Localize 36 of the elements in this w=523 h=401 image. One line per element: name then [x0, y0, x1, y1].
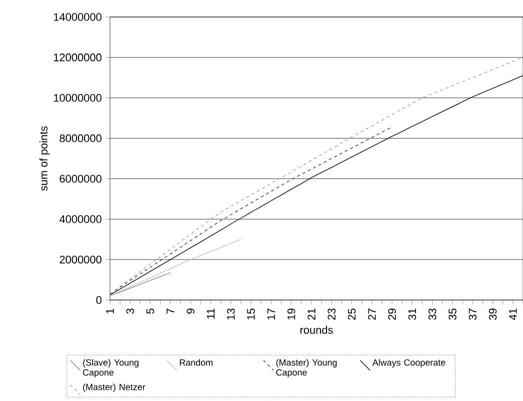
- x-tick-label: 33: [428, 308, 436, 320]
- x-tick-label: 15: [247, 308, 255, 320]
- legend-label: (Master) Netzer: [83, 384, 146, 392]
- x-tick-label: 31: [408, 308, 416, 320]
- y-tick-label: 10000000: [54, 94, 102, 102]
- x-tick-label: 13: [227, 308, 235, 320]
- x-tick-label: 5: [146, 308, 154, 314]
- x-tick-label: 39: [488, 308, 497, 320]
- y-tick-label: 14000000: [54, 13, 102, 21]
- x-tick-label: 9: [186, 308, 194, 314]
- x-tick-label: 23: [328, 308, 336, 320]
- x-tick-label: 25: [348, 308, 356, 320]
- x-tick-label: 41: [509, 308, 517, 320]
- x-tick-label: 17: [267, 308, 275, 320]
- x-tick-label: 35: [448, 308, 456, 320]
- y-tick-label: 2000000: [60, 256, 102, 264]
- x-tick-label: 27: [368, 308, 376, 320]
- legend-label: (Slave) Young Capone: [83, 359, 138, 378]
- x-tick-label: 19: [287, 308, 296, 320]
- y-axis-title: sum of points: [39, 126, 50, 191]
- x-tick-label: 37: [468, 308, 477, 320]
- y-tick-label: 6000000: [60, 174, 102, 183]
- x-tick-label: 3: [126, 308, 134, 314]
- y-tick-label: 12000000: [54, 54, 102, 62]
- x-tick-label: 11: [206, 308, 215, 319]
- x-tick-label: 29: [388, 308, 396, 320]
- legend-label: (Master) Young Capone: [276, 359, 337, 378]
- x-tick-label: 21: [308, 308, 316, 320]
- y-tick-label: 8000000: [60, 134, 102, 142]
- legend-label: Random: [180, 359, 212, 366]
- x-tick-label: 1: [106, 308, 114, 314]
- x-axis-title: rounds: [300, 326, 333, 334]
- legend-label: Always Cooperate: [372, 359, 446, 368]
- y-tick-label: 0: [96, 296, 102, 304]
- x-tick-label: 7: [166, 308, 174, 314]
- y-tick-label: 4000000: [59, 215, 102, 224]
